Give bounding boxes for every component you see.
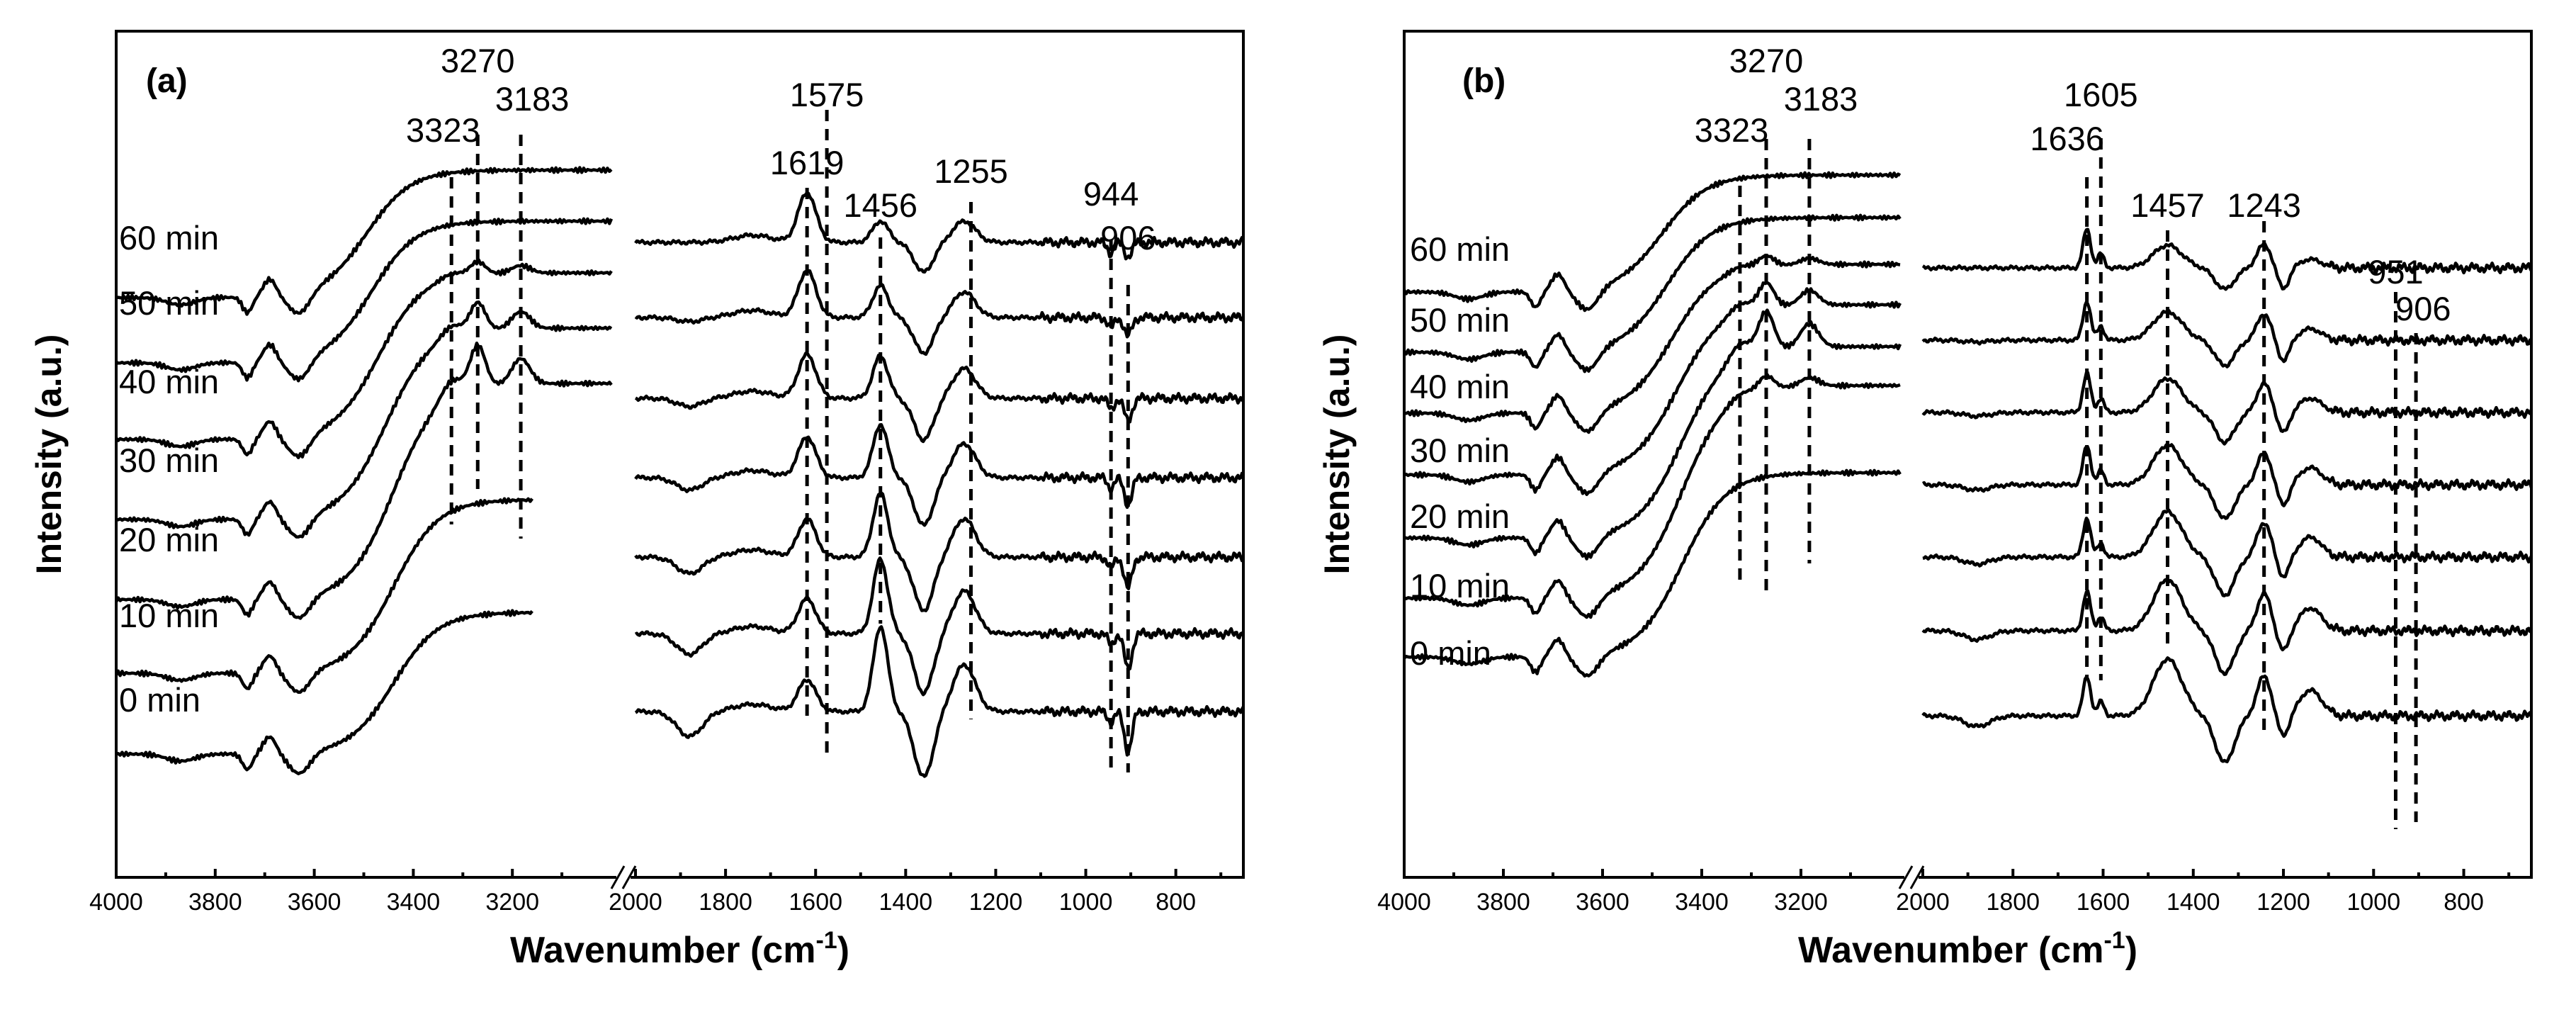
x-tick-label: 3800 bbox=[188, 889, 242, 916]
peak-label: 3270 bbox=[441, 42, 515, 79]
x-tick-label: 1000 bbox=[2346, 889, 2400, 916]
x-tick-label: 3800 bbox=[1476, 889, 1530, 916]
peak-label: 1243 bbox=[2227, 186, 2301, 224]
x-tick-label: 1600 bbox=[2077, 889, 2130, 916]
spectrum-right-60-min bbox=[1921, 227, 2533, 291]
peak-label: 3183 bbox=[1784, 80, 1858, 118]
x-tick-label: 1600 bbox=[789, 889, 842, 916]
spectrum-right-20-min bbox=[634, 491, 1245, 612]
series-label: 20 min bbox=[1410, 497, 1510, 535]
x-tick-label: 3200 bbox=[1774, 889, 1828, 916]
spectrum-left-20-min bbox=[114, 341, 613, 620]
spectrum-right-10-min bbox=[634, 556, 1245, 697]
peak-label: 906 bbox=[2395, 290, 2451, 327]
x-tick-label: 1000 bbox=[1059, 889, 1113, 916]
axis-break-mark bbox=[610, 865, 626, 889]
spectrum-left-30-min bbox=[1403, 281, 1902, 496]
series-label: 60 min bbox=[1410, 230, 1510, 268]
spectrum-right-30-min bbox=[634, 423, 1244, 527]
y-axis-label: Intensity (a.u.) bbox=[1317, 334, 1357, 575]
peak-label: 3270 bbox=[1729, 42, 1804, 79]
spectrum-left-60-min bbox=[1403, 171, 1902, 313]
x-tick-label: 1400 bbox=[2167, 889, 2220, 916]
x-tick-label: 800 bbox=[2444, 889, 2484, 916]
series-label: 50 min bbox=[1410, 301, 1510, 339]
peak-label: 3323 bbox=[406, 111, 480, 149]
series-label: 10 min bbox=[119, 597, 219, 634]
spectrum-right-40-min bbox=[634, 351, 1245, 444]
x-tick-label: 1800 bbox=[1986, 889, 2040, 916]
series-label: 0 min bbox=[1410, 634, 1491, 672]
series-label: 10 min bbox=[1410, 567, 1510, 605]
x-tick-label: 3600 bbox=[1576, 889, 1629, 916]
x-tick-label: 1800 bbox=[699, 889, 752, 916]
spectrum-left-20-min bbox=[1403, 308, 1902, 561]
spectrum-right-30-min bbox=[1922, 442, 2533, 520]
x-axis-label: Wavenumber (cm-1) bbox=[510, 927, 849, 971]
x-tick-label: 1200 bbox=[2256, 889, 2310, 916]
series-label: 20 min bbox=[119, 521, 219, 558]
x-tick-label: 3600 bbox=[288, 889, 341, 916]
spectrum-left-40-min bbox=[115, 258, 613, 460]
peak-label: 951 bbox=[2368, 253, 2423, 291]
spectrum-left-50-min bbox=[1403, 213, 1902, 373]
axis-break-mark bbox=[621, 865, 637, 889]
series-label: 30 min bbox=[119, 442, 219, 479]
peak-label: 1636 bbox=[2030, 120, 2104, 157]
peak-label: 1255 bbox=[934, 152, 1008, 190]
spectrum-right-20-min bbox=[1922, 508, 2533, 597]
series-label: 30 min bbox=[1410, 432, 1510, 469]
x-tick-label: 4000 bbox=[89, 889, 143, 916]
x-tick-label: 4000 bbox=[1377, 889, 1431, 916]
peak-label: 1456 bbox=[843, 186, 917, 224]
x-tick-label: 800 bbox=[1156, 889, 1196, 916]
peak-label: 1457 bbox=[2130, 186, 2205, 224]
spectrum-left-0-min bbox=[115, 609, 533, 775]
spectrum-right-50-min bbox=[1921, 300, 2533, 369]
peak-label: 3183 bbox=[495, 80, 570, 118]
series-label: 60 min bbox=[119, 219, 219, 257]
spectrum-right-40-min bbox=[1921, 371, 2533, 446]
spectrum-left-0-min bbox=[1403, 468, 1902, 678]
spectrum-left-10-min bbox=[1403, 373, 1901, 619]
series-label: 40 min bbox=[1410, 368, 1510, 405]
panel-label: (a) bbox=[146, 62, 188, 100]
x-axis-label: Wavenumber (cm-1) bbox=[1798, 927, 2137, 971]
x-tick-label: 2000 bbox=[1896, 889, 1950, 916]
spectrum-right-0-min bbox=[634, 625, 1245, 778]
peak-label: 3323 bbox=[1695, 111, 1769, 149]
spectrum-left-30-min bbox=[116, 300, 613, 539]
x-tick-label: 3400 bbox=[387, 889, 441, 916]
peak-label: 1619 bbox=[770, 144, 844, 181]
spectrum-right-60-min bbox=[634, 191, 1245, 274]
peak-label: 944 bbox=[1083, 175, 1139, 213]
spectrum-left-40-min bbox=[1403, 254, 1901, 434]
series-label: 40 min bbox=[119, 363, 219, 400]
spectrum-right-0-min bbox=[1921, 656, 2533, 764]
x-tick-label: 1400 bbox=[879, 889, 933, 916]
axis-break-mark bbox=[1898, 865, 1914, 889]
x-tick-label: 3200 bbox=[485, 889, 539, 916]
spectrum-left-10-min bbox=[114, 497, 534, 695]
spectrum-left-60-min bbox=[115, 166, 613, 316]
x-tick-label: 1200 bbox=[969, 889, 1023, 916]
series-label: 50 min bbox=[119, 284, 219, 322]
peak-label: 1605 bbox=[2064, 76, 2138, 113]
peak-label: 906 bbox=[1100, 219, 1156, 257]
series-label: 0 min bbox=[119, 681, 200, 719]
panel-label: (b) bbox=[1462, 62, 1506, 100]
x-tick-label: 2000 bbox=[609, 889, 662, 916]
x-tick-label: 3400 bbox=[1675, 889, 1729, 916]
spectrum-left-50-min bbox=[115, 217, 614, 383]
spectrum-right-50-min bbox=[634, 269, 1245, 356]
spectrum-right-10-min bbox=[1921, 578, 2533, 676]
panel-a: 4000 3800 3600 3400 3200 2000 1800 1600 1400 1200… bbox=[29, 30, 1245, 971]
y-axis-label: Intensity (a.u.) bbox=[29, 334, 69, 575]
panel-b: 4000 3800 3600 3400 3200 2000 1800 1600 1400 1200… bbox=[1317, 30, 2533, 971]
peak-label: 1575 bbox=[790, 76, 864, 113]
